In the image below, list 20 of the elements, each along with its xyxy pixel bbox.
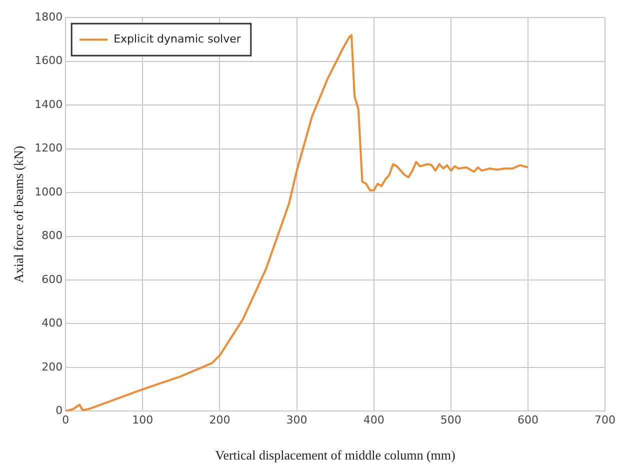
y-tick-label: 800 [42,229,63,242]
x-tick-label: 600 [517,414,538,427]
x-tick-label: 700 [594,414,616,427]
y-tick-label: 1600 [34,54,63,68]
x-tick-label: 500 [440,414,462,427]
y-tick-label: 600 [42,272,63,286]
x-tick-label: 100 [132,414,154,427]
y-tick-label: 400 [42,316,63,330]
y-axis-title: Axial force of beams (kN) [11,146,26,283]
y-tick-label: 1400 [34,98,63,111]
x-axis-title: Vertical displacement of middle column (mm) [215,448,456,463]
y-tick-label: 200 [42,360,63,374]
legend-label: Explicit dynamic solver [114,32,242,46]
y-tick-label: 1000 [34,185,63,198]
x-tick-label: 200 [209,414,230,427]
x-tick-label: 400 [363,414,384,427]
x-tick-label: 300 [286,414,308,427]
y-tick-label: 1800 [34,10,63,24]
y-tick-label: 0 [56,404,63,418]
y-tick-label: 1200 [34,142,63,155]
